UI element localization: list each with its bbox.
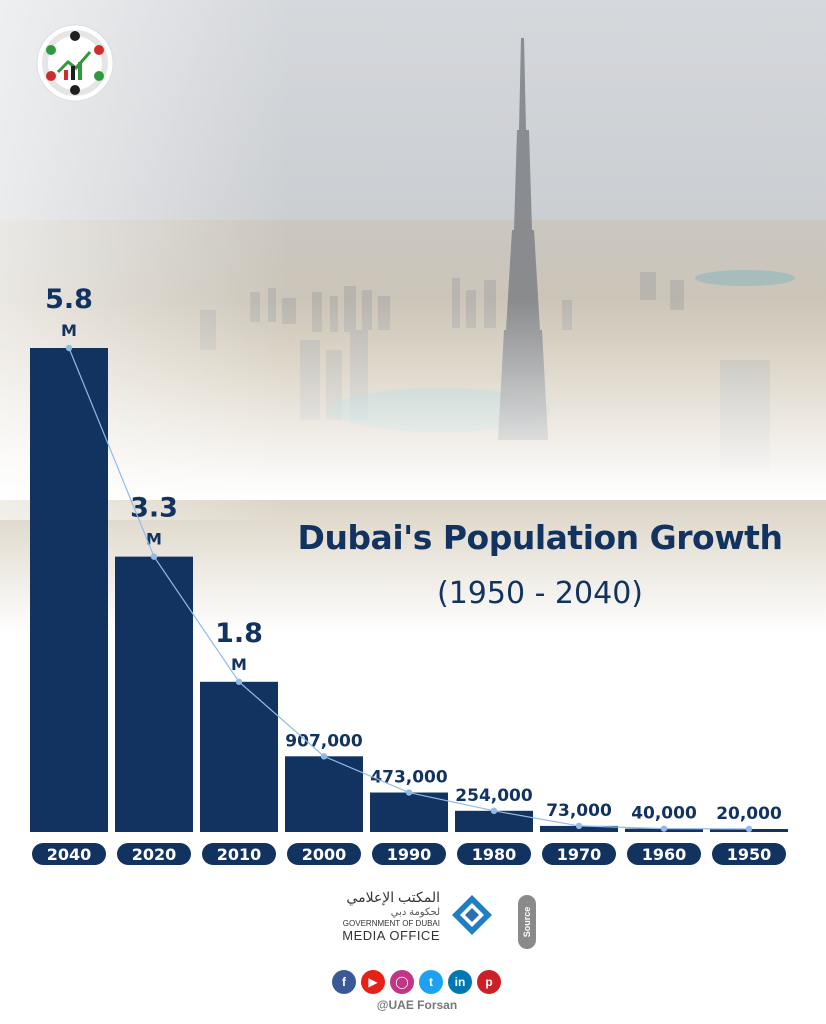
year-label-1970: 1970 <box>557 845 602 864</box>
year-label-2010: 2010 <box>217 845 262 864</box>
value-label-1960: 40,000 <box>631 804 697 824</box>
year-label-2040: 2040 <box>47 845 92 864</box>
facebook-icon[interactable]: f <box>332 970 356 994</box>
year-label-1980: 1980 <box>472 845 517 864</box>
source-label: Source <box>522 906 532 938</box>
source-badge: Source <box>518 895 536 949</box>
bar-2010 <box>200 681 278 832</box>
trend-point-1950 <box>745 825 753 833</box>
value-label-2020: 3.3 <box>130 493 178 524</box>
value-label-2010: 1.8 <box>215 618 263 649</box>
year-label-1990: 1990 <box>387 845 432 864</box>
value-label-1970: 73,000 <box>546 801 612 821</box>
value-unit-2020: M <box>146 530 162 549</box>
instagram-icon[interactable]: ◯ <box>390 970 414 994</box>
value-unit-2040: M <box>61 321 77 340</box>
trend-point-2040 <box>65 344 73 352</box>
bar-1980 <box>455 810 533 832</box>
value-label-1980: 254,000 <box>455 786 533 806</box>
year-label-1950: 1950 <box>727 845 772 864</box>
linkedin-icon[interactable]: in <box>448 970 472 994</box>
pinterest-icon[interactable]: p <box>477 970 501 994</box>
government-of-dubai: GOVERNMENT OF DUBAI <box>342 919 440 928</box>
bar-2000 <box>285 756 363 832</box>
bar-2020 <box>115 556 193 832</box>
value-label-1990: 473,000 <box>370 768 448 788</box>
year-pill-1980 <box>457 843 531 865</box>
value-label-1950: 20,000 <box>716 804 782 824</box>
trend-point-1980 <box>490 807 498 815</box>
media-office-arabic: المكتب الإعلامي <box>346 889 440 905</box>
year-pill-2020 <box>117 843 191 865</box>
uae-forsan-logo <box>36 24 114 102</box>
year-pill-1990 <box>372 843 446 865</box>
value-unit-2010: M <box>231 655 247 674</box>
bar-1990 <box>370 792 448 832</box>
source-media-office: المكتب الإعلامي لحكومة دبي GOVERNMENT OF… <box>300 885 560 955</box>
chart-subtitle: (1950 - 2040) <box>436 576 643 611</box>
chart-title: Dubai's Population Growth <box>297 518 783 557</box>
year-pill-1950 <box>712 843 786 865</box>
trend-point-2020 <box>150 553 158 560</box>
year-pill-1970 <box>542 843 616 865</box>
year-pill-2000 <box>287 843 361 865</box>
trend-point-1970 <box>575 822 583 830</box>
media-office-name: MEDIA OFFICE <box>342 928 440 943</box>
year-pill-2040 <box>32 843 106 865</box>
media-office-arabic-sub: لحكومة دبي <box>390 907 440 918</box>
youtube-icon[interactable]: ▶ <box>361 970 385 994</box>
year-pill-1960 <box>627 843 701 865</box>
trend-point-1990 <box>405 789 413 796</box>
value-label-2000: 907,000 <box>285 731 363 751</box>
trend-point-2010 <box>235 678 243 685</box>
social-handle: @UAE Forsan <box>376 998 458 1012</box>
year-label-2020: 2020 <box>132 845 177 864</box>
year-label-1960: 1960 <box>642 845 687 864</box>
media-office-diamond-icon <box>452 895 492 935</box>
value-label-2040: 5.8 <box>45 284 93 315</box>
bar-2040 <box>30 348 108 832</box>
year-pill-2010 <box>202 843 276 865</box>
twitter-icon[interactable]: t <box>419 970 443 994</box>
year-label-2000: 2000 <box>302 845 347 864</box>
trend-point-2000 <box>320 753 328 760</box>
trend-point-1960 <box>660 825 668 832</box>
social-icons: f ▶ ◯ t in p <box>332 970 502 996</box>
